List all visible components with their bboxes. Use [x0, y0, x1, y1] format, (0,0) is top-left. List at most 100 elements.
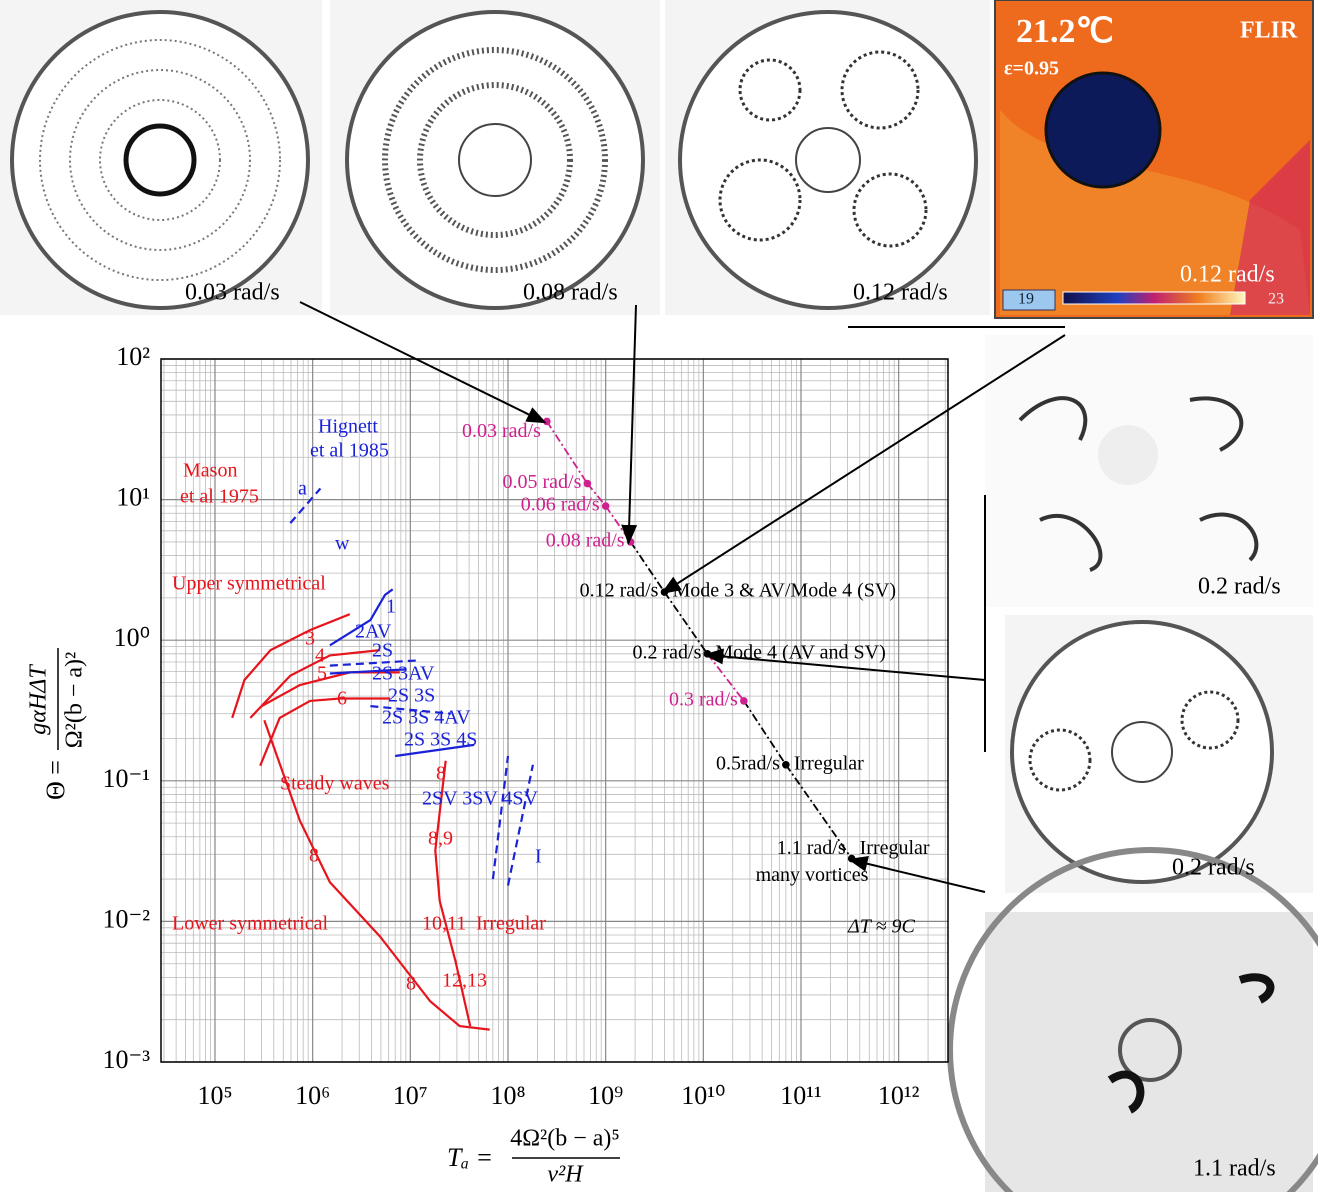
annotation: 8,9: [428, 828, 453, 850]
labels: 10⁵ 10⁶ 10⁷ 10⁸ 10⁹ 10¹⁰ 10¹¹ 10¹² 10⁻³ 10⁻² 10⁻¹ 1…: [102, 301, 1066, 1110]
plot-frame: [160, 358, 949, 1063]
annotation: I: [535, 846, 542, 868]
experiment-segment: [743, 700, 787, 766]
x-tick-label: 10¹⁰: [681, 1081, 725, 1110]
x-tick-label: 10⁹: [588, 1081, 623, 1110]
annotation: Irregular: [476, 913, 546, 935]
photo-6: [947, 847, 1318, 1192]
point-label: 0.12 rad/s: [580, 580, 659, 602]
x-tick-label: 10¹²: [878, 1081, 920, 1110]
experiment-segment: [663, 591, 709, 655]
y-label: Θ = gαHΔT Ω²(b − a)²: [26, 648, 88, 800]
y-tick-label: 10⁻²: [102, 904, 150, 933]
photo-caption: 0.08 rad/s: [523, 280, 618, 306]
experiment-segment: [586, 483, 607, 507]
photo-2: [330, 0, 660, 315]
y-tick-label: 10¹: [116, 483, 150, 512]
experiment-point: [601, 502, 610, 510]
arrow: [299, 301, 547, 424]
x-label-den: ν²H: [547, 1162, 584, 1188]
curve: [395, 743, 475, 758]
x-label-lhs: Tₐ =: [447, 1143, 493, 1172]
y-tick-label: 10⁰: [114, 623, 150, 652]
y-label-lhs: Θ =: [41, 760, 70, 800]
thermal-rate: 0.12 rad/s: [1180, 262, 1275, 288]
annotation: 2AV: [355, 621, 392, 643]
point-label: 0.3 rad/s: [669, 689, 738, 711]
experiment-point: [782, 760, 790, 769]
experiment-point: [583, 479, 592, 488]
annotation: 10,11: [422, 913, 466, 935]
annotation: a: [298, 478, 307, 500]
photo-caption: 0.03 rad/s: [185, 280, 280, 306]
photo-3: [665, 0, 990, 315]
annotation: 2S 3S 4S: [404, 729, 477, 751]
curve: [263, 719, 490, 1031]
annotation: 2S 3AV: [372, 663, 435, 685]
photo-caption: 0.12 rad/s: [853, 280, 948, 306]
point-label: 0.08 rad/s: [546, 530, 625, 552]
arrow: [703, 648, 986, 681]
annotation: et al 1985: [310, 440, 389, 462]
experiment-point: [703, 650, 712, 658]
x-tick-label: 10⁶: [295, 1081, 330, 1110]
photo-4: [985, 335, 1313, 607]
x-tick-label: 10⁷: [393, 1081, 428, 1110]
y-tick-label: 10⁻¹: [102, 764, 150, 793]
curve: [249, 649, 381, 719]
annotation: 3: [305, 628, 315, 650]
photo-1: [0, 0, 322, 315]
plot: [231, 417, 856, 1031]
regime-label: many vortices: [756, 864, 869, 886]
annotation: 2S 3S 4AV: [382, 707, 471, 729]
curve: [259, 697, 391, 767]
thermal-scale-max: 23: [1268, 291, 1284, 308]
arrow: [660, 334, 1066, 595]
annotation: 6: [337, 688, 347, 710]
thermal-image: [994, 0, 1314, 319]
point-label: 1.1 rad/s: [777, 837, 846, 859]
y-label-den: Ω²(b − a)²: [62, 652, 88, 748]
point-label: 0.5rad/s: [716, 752, 780, 774]
x-tick-label: 10⁸: [490, 1081, 525, 1110]
curve: [329, 668, 406, 675]
experiment-segment: [706, 653, 745, 702]
annotation: 2S: [372, 640, 393, 662]
regime-label: Mode 3 & AV/Mode 4 (SV): [672, 580, 896, 602]
experiment-segment: [546, 420, 589, 485]
photo-5: [1005, 615, 1313, 893]
point-label: 0.03 rad/s: [462, 420, 541, 442]
curve: [491, 755, 510, 880]
annotation: ΔT ≈ 9C: [847, 916, 915, 938]
annotation: et al 1975: [180, 486, 259, 508]
point-label: 0.05 rad/s: [502, 471, 581, 493]
photo-caption: 1.1 rad/s: [1193, 1156, 1276, 1182]
annotation: 8: [309, 845, 319, 867]
thermal-emissivity: ε=0.95: [1004, 58, 1059, 80]
curve: [289, 487, 322, 524]
curve: [261, 671, 400, 708]
curve: [231, 613, 351, 719]
y-label-num: gαHΔT: [26, 664, 52, 735]
annotation: 8: [406, 973, 416, 995]
experiment-segment: [629, 541, 666, 593]
annotation: Steady waves: [280, 773, 390, 795]
annotation: 8: [436, 763, 446, 785]
annotation: Lower symmetrical: [172, 913, 328, 935]
photo-caption: 0.2 rad/s: [1172, 855, 1255, 881]
y-tick-label: 10²: [116, 342, 150, 371]
curve: [506, 764, 534, 886]
annotation: Mason: [183, 460, 237, 482]
curve: [329, 659, 421, 667]
experiment-point: [740, 697, 748, 705]
y-tick-label: 10⁻³: [102, 1045, 150, 1074]
thermal-brand: FLIR: [1240, 18, 1298, 44]
thermal-scale-min: 19: [1018, 291, 1034, 308]
annotation: Hignett: [318, 416, 378, 438]
regime-label: Irregular: [860, 837, 930, 859]
regime-label: Mode 4 (AV and SV): [715, 641, 885, 663]
point-label: 0.2 rad/s: [632, 641, 701, 663]
thermal-temperature: 21.2℃: [1016, 13, 1114, 50]
annotation: 5: [317, 663, 327, 685]
